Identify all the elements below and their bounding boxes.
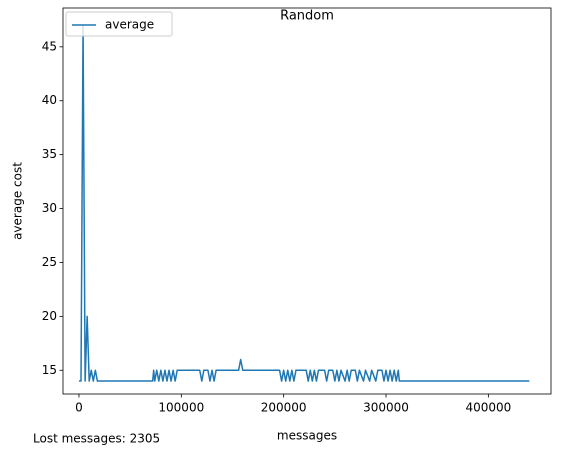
y-tick-label: 20 xyxy=(42,309,57,323)
y-tick-label: 15 xyxy=(42,363,57,377)
data-line xyxy=(78,24,530,382)
legend-box xyxy=(65,11,173,37)
y-tick-label: 35 xyxy=(42,147,57,161)
x-tick-label: 300000 xyxy=(363,401,409,415)
legend-label: average xyxy=(105,18,154,32)
x-tick-label: 100000 xyxy=(158,401,204,415)
y-tick-label: 25 xyxy=(42,255,57,269)
plot-frame xyxy=(62,7,552,395)
x-tick-label: 400000 xyxy=(465,401,511,415)
y-axis-label: average cost xyxy=(11,162,25,240)
y-tick-label: 45 xyxy=(42,39,57,53)
chart-title: Random xyxy=(280,9,334,24)
x-tick-label: 200000 xyxy=(261,401,307,415)
y-tick-label: 40 xyxy=(42,93,57,107)
annotation: Lost messages: 2305 xyxy=(33,432,160,446)
x-axis-label: messages xyxy=(277,429,337,443)
y-tick-label: 30 xyxy=(42,201,57,215)
x-tick-label: 0 xyxy=(75,401,83,415)
